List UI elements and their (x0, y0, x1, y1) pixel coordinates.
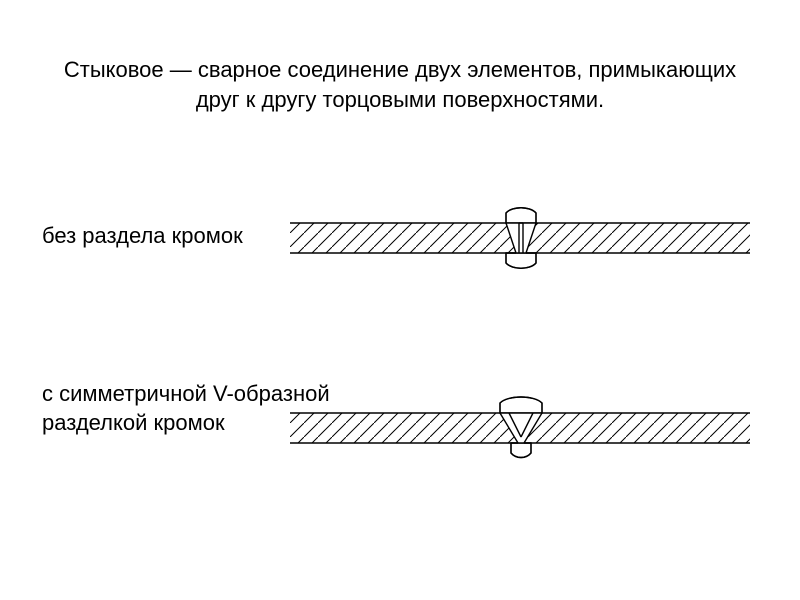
label-no-groove: без раздела кромок (42, 222, 243, 251)
diagram-v-groove-svg (290, 395, 750, 465)
diagram-v-groove (290, 395, 750, 470)
diagram-no-groove (290, 205, 750, 280)
title-text: Стыковое — сварное соединение двух элеме… (40, 55, 760, 114)
page: Стыковое — сварное соединение двух элеме… (0, 0, 800, 600)
diagram-no-groove-svg (290, 205, 750, 275)
